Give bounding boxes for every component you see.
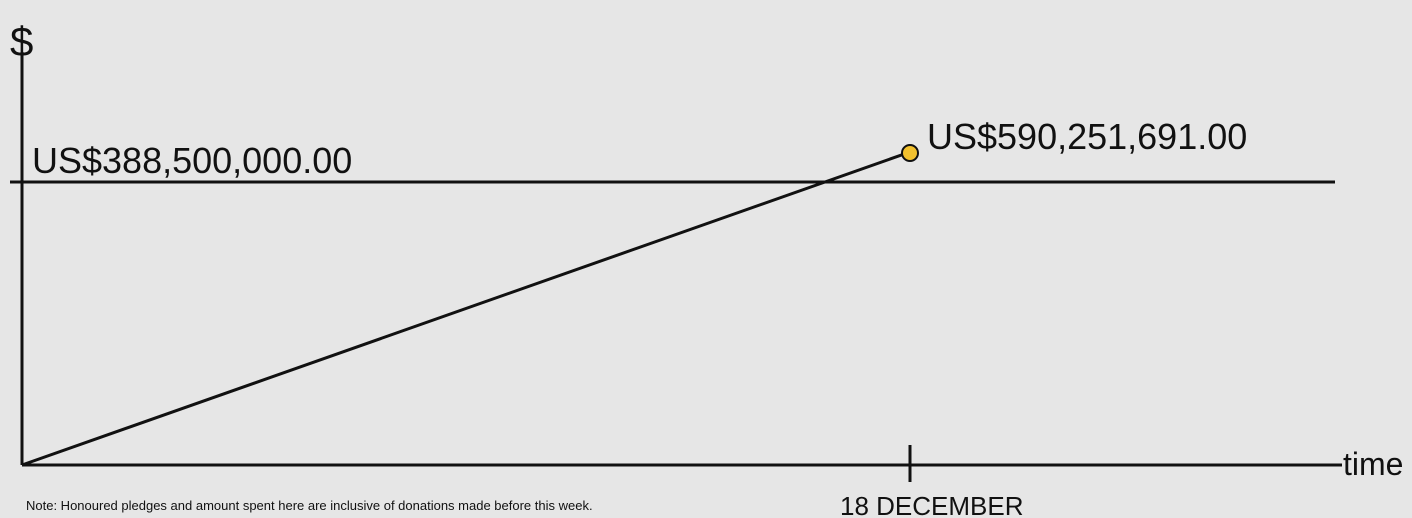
series-line — [21, 150, 911, 467]
y-axis-label: $ — [10, 18, 33, 65]
footnote: Note: Honoured pledges and amount spent … — [26, 498, 593, 513]
target-label: US$388,500,000.00 — [32, 140, 352, 181]
endpoint-label: US$590,251,691.00 — [927, 116, 1247, 157]
endpoint-marker — [901, 144, 919, 162]
x-tick-label: 18 DECEMBER — [840, 491, 1024, 518]
x-axis-label: time — [1343, 446, 1403, 482]
